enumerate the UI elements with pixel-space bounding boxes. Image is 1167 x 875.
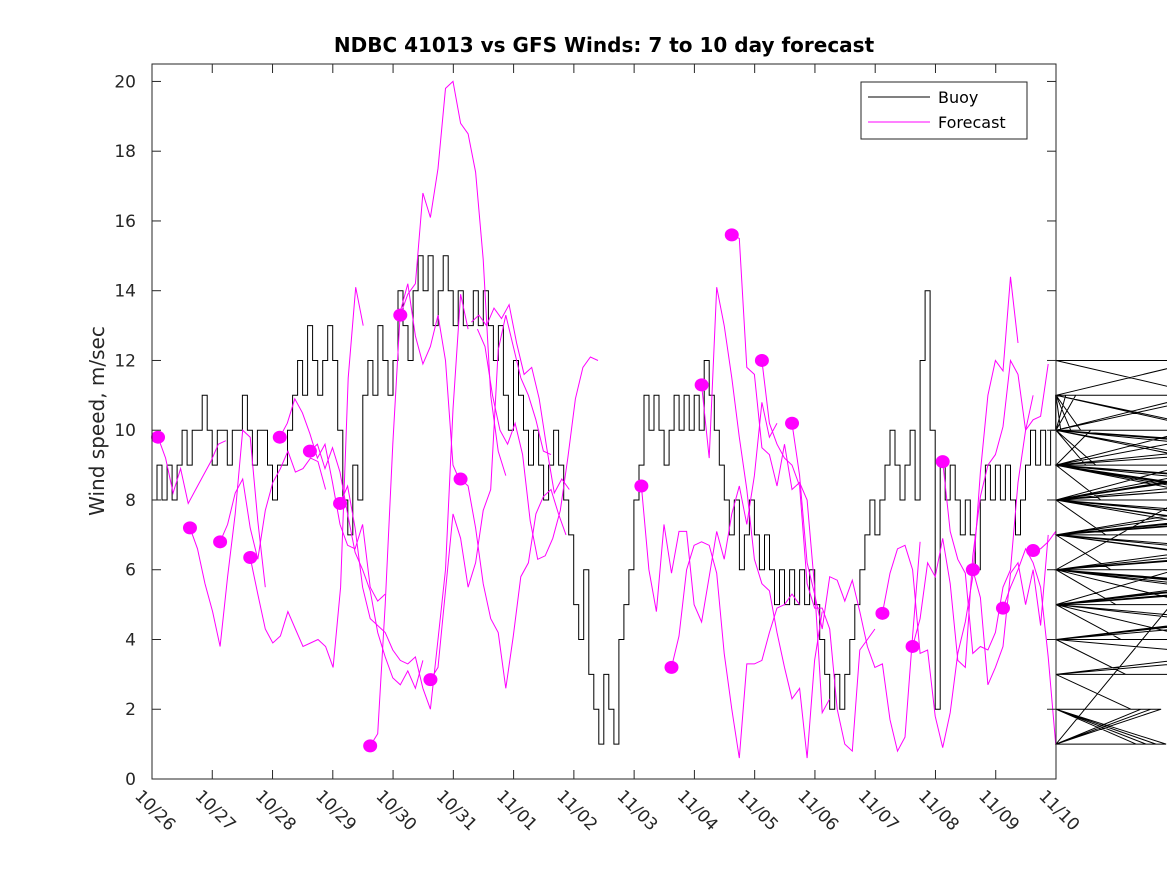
- x-tick-label: 11/06: [793, 786, 842, 835]
- x-tick-label: 10/29: [311, 786, 360, 835]
- forecast-start-marker: [333, 496, 348, 510]
- forecast-line: [640, 402, 778, 624]
- forecast-line: [460, 478, 567, 689]
- y-axis: 0 2 4 6 8 10 12 14 16 18 20: [114, 72, 1056, 790]
- forecast-line: [279, 397, 386, 602]
- y-tick-label: 18: [114, 142, 136, 162]
- forecast-start-marker: [363, 739, 378, 753]
- y-tick-label: 10: [114, 421, 136, 441]
- y-tick-label: 6: [125, 561, 136, 581]
- forecast-start-marker: [754, 353, 769, 367]
- y-tick-label: 20: [114, 72, 136, 92]
- x-tick-label: 11/05: [733, 786, 782, 835]
- forecast-line: [189, 429, 266, 647]
- forecast-start-marker: [213, 535, 228, 549]
- y-tick-label: 12: [114, 351, 136, 371]
- forecast-line: [972, 534, 1049, 685]
- forecast-start-marker: [272, 430, 287, 444]
- x-tick-label: 11/08: [914, 786, 963, 835]
- forecast-line: [791, 423, 921, 753]
- forecast-start-marker: [393, 308, 408, 322]
- forecast-start-marker: [935, 455, 950, 469]
- x-tick-label: 10/31: [432, 786, 481, 835]
- x-tick-label: 11/09: [974, 786, 1023, 835]
- x-tick-label: 10/28: [251, 786, 300, 835]
- forecast-start-marker: [785, 416, 800, 430]
- legend-buoy-label: Buoy: [938, 88, 978, 107]
- y-tick-label: 4: [125, 630, 136, 650]
- forecast-start-marker: [965, 563, 980, 577]
- forecast-line: [309, 443, 424, 690]
- forecast-start-marker: [151, 430, 166, 444]
- y-tick-label: 14: [114, 282, 136, 302]
- legend: Buoy Forecast: [860, 81, 1028, 140]
- forecast-start-marker: [302, 444, 317, 458]
- x-tick-label: 10/30: [372, 786, 421, 835]
- y-tick-label: 0: [125, 770, 136, 790]
- forecast-line: [339, 294, 469, 710]
- forecast-line: [476, 328, 599, 561]
- axes-frame: [151, 63, 1057, 780]
- chart-title: NDBC 41013 vs GFS Winds: 7 to 10 day for…: [334, 33, 875, 57]
- y-tick-label: 8: [125, 491, 136, 511]
- forecast-line: [701, 287, 823, 759]
- x-tick-label: 11/02: [552, 786, 601, 835]
- forecast-start-marker: [694, 378, 709, 392]
- forecast-line: [731, 234, 831, 715]
- y-axis-label: Wind speed, m/sec: [85, 326, 109, 516]
- forecast-line: [942, 363, 1049, 655]
- forecast-start-marker: [634, 479, 649, 493]
- legend-forecast-label: Forecast: [938, 113, 1006, 132]
- x-tick-label: 11/01: [492, 786, 541, 835]
- forecast-series: [157, 80, 1057, 759]
- forecast-start-marker: [724, 228, 739, 242]
- x-tick-label: 11/03: [613, 786, 662, 835]
- forecast-line: [912, 358, 1034, 669]
- plot-area: [151, 63, 1167, 780]
- x-tick-label: 10/27: [191, 786, 240, 835]
- x-tick-label: 11/04: [673, 786, 722, 835]
- forecast-line: [249, 287, 364, 668]
- x-tick-label: 10/26: [130, 786, 179, 835]
- forecast-start-marker: [905, 639, 920, 653]
- forecast-line: [219, 449, 327, 560]
- forecast-line: [761, 360, 876, 753]
- forecast-line: [881, 276, 1019, 748]
- x-tick-label: 11/10: [1034, 786, 1083, 835]
- forecast-line: [429, 314, 552, 680]
- forecast-line: [671, 541, 801, 759]
- forecast-start-marker: [423, 673, 438, 687]
- forecast-start-marker: [1026, 544, 1041, 558]
- y-tick-label: 16: [114, 212, 136, 232]
- legend-box: [860, 81, 1028, 140]
- forecast-start-markers: [151, 228, 1041, 753]
- forecast-line: [369, 283, 462, 747]
- forecast-start-marker: [182, 521, 197, 535]
- forecast-start-marker: [243, 551, 258, 565]
- forecast-start-marker: [453, 472, 468, 486]
- forecast-line: [399, 80, 507, 476]
- forecast-start-marker: [875, 606, 890, 620]
- forecast-line: [157, 437, 227, 505]
- forecast-start-marker: [664, 660, 679, 674]
- y-tick-label: 2: [125, 700, 136, 720]
- x-tick-label: 11/07: [854, 786, 903, 835]
- axes-background: [152, 64, 1056, 779]
- forecast-start-marker: [995, 601, 1010, 615]
- forecast-line: [471, 303, 570, 495]
